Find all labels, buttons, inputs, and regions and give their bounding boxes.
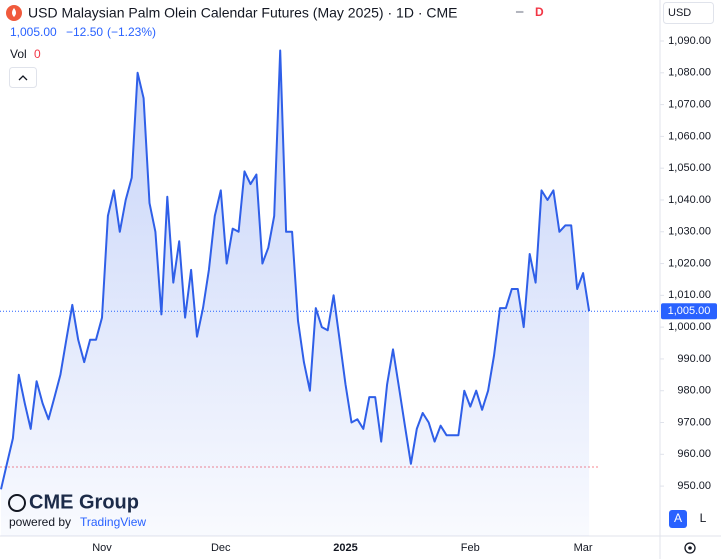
- y-tick-label: 970.00: [677, 416, 711, 428]
- y-tick-label: 1,020.00: [668, 257, 711, 269]
- chevron: [18, 75, 28, 81]
- vol-label: Vol: [10, 47, 27, 61]
- line: [0, 49, 591, 490]
- auto-label: A: [674, 511, 682, 525]
- x-tick-label: Nov: [92, 542, 112, 554]
- y-tick-label: 1,070.00: [668, 98, 711, 110]
- log-label[interactable]: L: [700, 511, 707, 525]
- change-pct: (−1.23%): [107, 25, 156, 39]
- x-tick-label: Feb: [461, 542, 480, 554]
- currency-button[interactable]: [663, 2, 714, 24]
- area: [1, 50, 590, 536]
- brand-logo: [8, 494, 26, 512]
- powered-by: powered by: [9, 515, 71, 529]
- plot: [0, 49, 660, 536]
- y-tick-label: 1,080.00: [668, 67, 711, 79]
- x-tick-label: Dec: [211, 542, 231, 554]
- brand: CME Group: [29, 491, 139, 513]
- y-tick-label: 1,090.00: [668, 35, 711, 47]
- platform: TradingView: [80, 515, 146, 529]
- y-tick-label: 1,000.00: [668, 321, 711, 333]
- logo-icon: [12, 8, 16, 17]
- x-tick-label: 2025: [333, 542, 357, 554]
- y-tick-label: 1,030.00: [668, 226, 711, 238]
- settings-icon[interactable]: [684, 542, 696, 554]
- y-tick-label: 1,050.00: [668, 162, 711, 174]
- badge: D: [535, 5, 544, 19]
- price: 1,005.00: [10, 25, 57, 39]
- y-tick-label: 1,010.00: [668, 289, 711, 301]
- change: −12.50: [66, 25, 103, 39]
- collapse-button[interactable]: [9, 67, 37, 88]
- price-tag: [661, 303, 717, 320]
- y-tick-label: 960.00: [677, 448, 711, 460]
- settings-dot: [688, 546, 692, 550]
- vol-value: 0: [34, 47, 41, 61]
- status-icon: ━: [515, 5, 524, 19]
- auto-button[interactable]: [669, 510, 687, 528]
- y-tick-label: 950.00: [677, 480, 711, 492]
- title: USD Malaysian Palm Olein Calendar Future…: [28, 5, 457, 21]
- x-tick-label: Mar: [574, 542, 593, 554]
- y-tick-label: 1,040.00: [668, 194, 711, 206]
- y-tick-label: 1,060.00: [668, 130, 711, 142]
- y-tick-label: 990.00: [677, 353, 711, 365]
- y-tick-label: 980.00: [677, 385, 711, 397]
- price-tag-label: 1,005.00: [668, 305, 711, 317]
- currency: USD: [668, 7, 691, 19]
